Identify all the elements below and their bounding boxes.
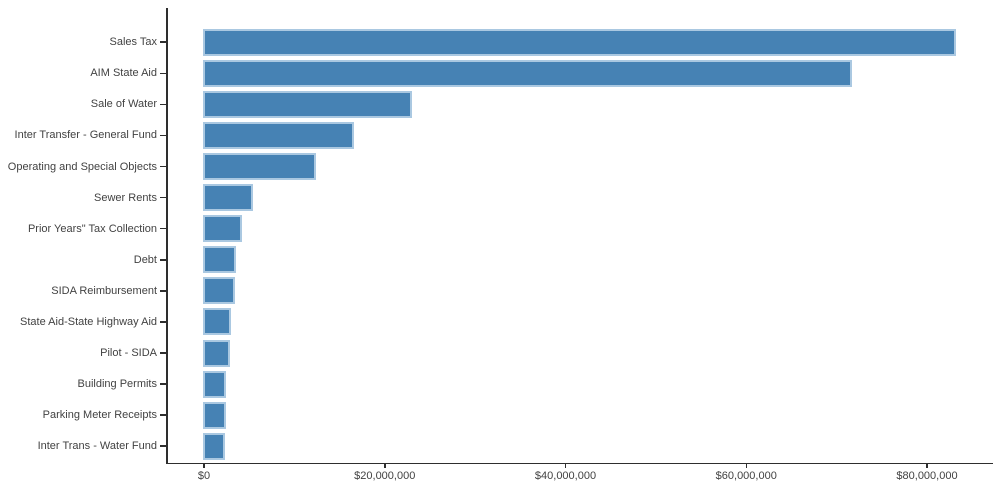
bar [203, 401, 226, 429]
y-axis-tick [160, 227, 166, 230]
bar [203, 277, 235, 305]
category-label: Debt [133, 253, 157, 266]
category-label: Operating and Special Objects [7, 160, 157, 173]
x-axis-tick-label: $40,000,000 [534, 470, 597, 482]
bar [203, 121, 355, 149]
category-label: SIDA Reimbursement [51, 284, 157, 297]
category-label: Parking Meter Receipts [42, 409, 157, 422]
category-label: Inter Transfer - General Fund [14, 129, 157, 142]
y-axis-tick [160, 103, 166, 106]
bar [203, 432, 226, 460]
category-label: Prior Years" Tax Collection [27, 222, 157, 235]
y-axis-tick [160, 321, 166, 323]
bar [203, 59, 852, 87]
y-axis-tick [160, 134, 166, 137]
x-axis-tick [384, 463, 386, 468]
bar [203, 153, 316, 181]
y-axis-tick [160, 259, 166, 261]
bar [203, 28, 956, 56]
category-label: Sale of Water [90, 98, 157, 111]
x-axis-tick-label: $80,000,000 [896, 470, 958, 482]
bar [203, 370, 227, 398]
bar [203, 184, 254, 212]
bar [203, 215, 242, 243]
x-axis-tick [564, 463, 567, 468]
y-axis-tick [160, 414, 166, 416]
category-label: Building Permits [77, 378, 157, 391]
y-axis-tick [160, 290, 166, 292]
x-axis-tick [203, 463, 205, 468]
x-axis-tick-label: $0 [197, 470, 211, 482]
category-label: Sewer Rents [94, 191, 157, 204]
y-axis-line [166, 8, 168, 463]
x-axis-tick-label: $20,000,000 [354, 470, 416, 482]
y-axis-tick [160, 165, 166, 168]
y-axis-tick [160, 72, 166, 75]
y-axis-tick [160, 383, 166, 385]
y-axis-tick [160, 445, 166, 447]
category-label: Sales Tax [109, 36, 158, 49]
y-axis-tick [160, 196, 166, 199]
category-label: State Aid-State Highway Aid [20, 315, 157, 328]
category-label: AIM State Aid [90, 67, 157, 80]
y-axis-tick [160, 41, 166, 43]
bar [203, 246, 236, 274]
x-axis-tick [926, 463, 928, 468]
bar [203, 90, 412, 118]
bar [203, 308, 232, 336]
x-axis-tick [745, 463, 747, 468]
y-axis-tick [160, 352, 166, 354]
category-label: Inter Trans - Water Fund [37, 440, 157, 453]
bar [203, 339, 230, 367]
x-axis-line [166, 462, 993, 464]
category-label: Pilot - SIDA [100, 347, 157, 359]
x-axis-tick-label: $60,000,000 [715, 470, 777, 482]
